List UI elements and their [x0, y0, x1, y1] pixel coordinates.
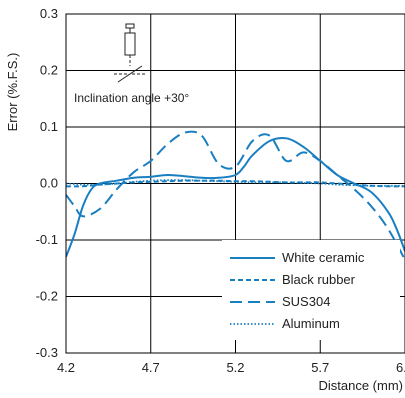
x-axis-label: Distance (mm): [318, 378, 403, 393]
x-tick-label: 4.2: [57, 360, 75, 375]
y-axis-label: Error (%.F.S.): [5, 53, 20, 132]
inclination-annotation: Inclination angle +30°: [74, 91, 189, 105]
y-axis-ticks: 0.3 0.2 0.1 0.0 -0.1 -0.2 -0.3: [36, 6, 58, 360]
series-line-sus304: [66, 130, 405, 261]
legend-entry: SUS304: [282, 294, 330, 309]
y-tick-label: -0.3: [36, 345, 58, 360]
plot-frame: [65, 13, 405, 354]
series-lines: [66, 130, 405, 261]
y-tick-label: 0.1: [40, 119, 58, 134]
x-tick-label: 4.7: [142, 360, 160, 375]
y-tick-label: -0.2: [36, 289, 58, 304]
legend-entry: White ceramic: [282, 250, 365, 265]
x-tick-label: 5.7: [311, 360, 329, 375]
y-tick-label: -0.1: [36, 232, 58, 247]
y-tick-label: 0.2: [40, 63, 58, 78]
x-tick-label: 5.2: [226, 360, 244, 375]
series-line-aluminum: [66, 179, 405, 187]
x-axis-ticks: 4.2 4.7 5.2 5.7 6.2: [57, 360, 405, 375]
y-tick-label: 0.3: [40, 6, 58, 21]
legend: White ceramic Black rubber SUS304 Aluminum: [222, 240, 400, 340]
legend-entry: Black rubber: [282, 272, 356, 287]
series-line-white-ceramic: [66, 136, 405, 258]
legend-entry: Aluminum: [282, 316, 340, 331]
y-tick-label: 0.0: [40, 176, 58, 191]
x-tick-label: 6.2: [396, 360, 405, 375]
sensor-inclination-icon: [114, 23, 146, 83]
